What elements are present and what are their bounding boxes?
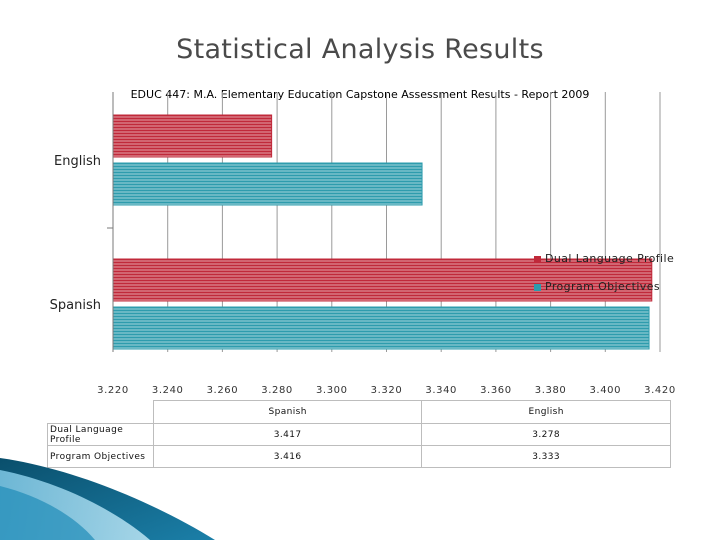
x-tick-label: 3.300 xyxy=(316,385,348,396)
axes xyxy=(107,92,114,352)
table-row: Dual Language Profile 3.417 3.278 xyxy=(47,423,671,446)
x-tick-label: 3.360 xyxy=(480,385,512,396)
bar-spanish-program-objectives xyxy=(112,306,650,350)
slide-title: Statistical Analysis Results xyxy=(176,34,544,65)
table-header-row: Spanish English xyxy=(47,400,671,424)
x-tick-label: 3.240 xyxy=(152,385,184,396)
x-tick-labels: 3.220 3.240 3.260 3.280 3.300 3.320 3.340 3.360… xyxy=(97,385,676,396)
bar-english-dual-language-profile xyxy=(112,114,273,158)
table-col-header: English xyxy=(421,400,671,424)
category-label: English xyxy=(54,154,101,169)
x-tick-label: 3.320 xyxy=(371,385,403,396)
bar-chart: EDUC 447: M.A. Elementary Education Caps… xyxy=(50,88,676,396)
data-table: Spanish English Dual Language Profile 3.… xyxy=(47,400,671,468)
x-tick-label: 3.400 xyxy=(589,385,621,396)
x-tick-label: 3.340 xyxy=(425,385,457,396)
x-tick-label: 3.260 xyxy=(207,385,239,396)
category-label: Spanish xyxy=(50,298,101,313)
bars xyxy=(112,114,653,350)
table-row: Program Objectives 3.416 3.333 xyxy=(47,445,671,468)
table-col-header: Spanish xyxy=(152,400,423,424)
x-tick-label: 3.280 xyxy=(261,385,293,396)
legend-swatch xyxy=(534,284,541,291)
legend-label: Dual Language Profile xyxy=(545,252,674,265)
chart-title: EDUC 447: M.A. Elementary Education Caps… xyxy=(131,88,590,101)
legend-swatch xyxy=(534,256,541,263)
legend-label: Program Objectives xyxy=(545,280,660,293)
legend: Dual Language Profile Program Objectives xyxy=(534,252,674,293)
bar-spanish-dual-language-profile xyxy=(112,258,653,302)
table-cell: 3.333 xyxy=(421,445,671,468)
category-labels: English Spanish xyxy=(50,154,101,313)
x-tick-label: 3.420 xyxy=(644,385,676,396)
x-tick-label: 3.220 xyxy=(97,385,129,396)
bar-english-program-objectives xyxy=(112,162,423,206)
x-tick-label: 3.380 xyxy=(535,385,567,396)
table-cell: 3.416 xyxy=(152,445,423,468)
